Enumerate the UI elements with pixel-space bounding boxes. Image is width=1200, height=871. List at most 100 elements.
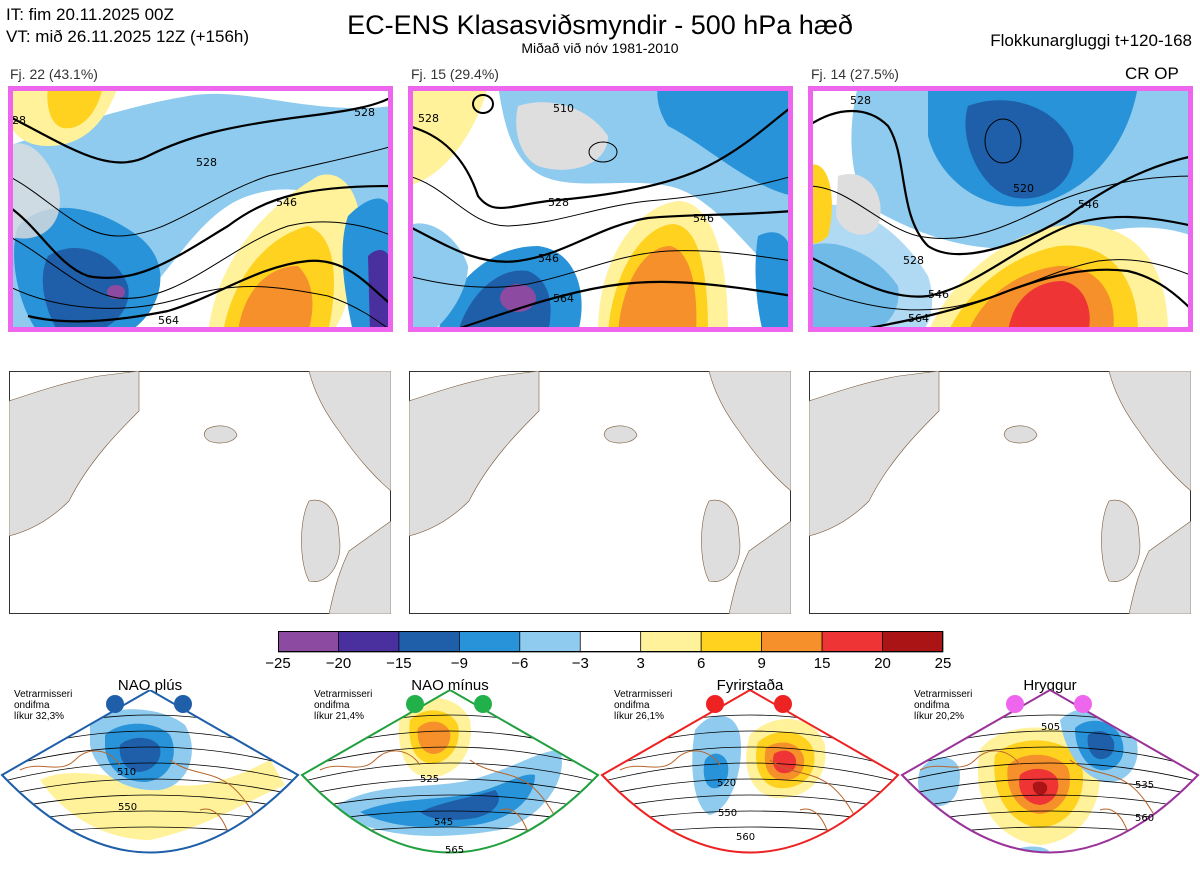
regime-map: 510 550 [0, 690, 300, 854]
regime-info-line: ondifma [14, 700, 50, 711]
regime-contour [2, 778, 298, 797]
regime-contour [2, 746, 298, 769]
colorbar-tick-label: 9 [757, 655, 766, 672]
contour-thin-a [408, 175, 793, 227]
empty-map-3 [809, 371, 1191, 614]
regime-contour [302, 746, 598, 769]
colorbar-tick-label: 15 [813, 655, 831, 672]
anomaly-pos-core [1008, 281, 1090, 332]
colorbar-tick-label: 6 [697, 655, 706, 672]
contour-label: 528 [903, 254, 924, 267]
regime-marker-dot [406, 695, 424, 713]
contour-label: 546 [693, 212, 714, 225]
colorbar-swatch [398, 631, 460, 653]
regime-name: Fyrirstaða [716, 677, 784, 694]
contour-label: 528 [196, 156, 217, 169]
cluster-map-2: 528 510 528 546 546 564 [408, 86, 793, 332]
contour-label: 528 [850, 94, 871, 107]
britain-land [301, 499, 341, 582]
europe-land [328, 520, 391, 614]
regime-info: Vetrarmisseri ondifma líkur 26,1% [614, 689, 672, 722]
iceland-land [203, 425, 238, 444]
regime-marker-dot [1074, 695, 1092, 713]
scandinavia-land [1108, 371, 1191, 492]
anomaly-neg-core [107, 285, 125, 299]
regime-info-line: Vetrarmisseri [14, 689, 73, 700]
colorbar-tick-label: −3 [571, 655, 589, 672]
contour-low-center [984, 118, 1022, 164]
contour-546 [808, 215, 1193, 298]
contour-label: 564 [158, 314, 179, 327]
anomaly-pos-left [808, 164, 832, 244]
regime-name: NAO plús [117, 677, 183, 694]
colorbar-tick-label: 20 [874, 655, 891, 672]
regime-info-line: líkur 32,3% [14, 711, 65, 722]
colorbar-swatch [278, 631, 339, 653]
colorbar-swatch [579, 631, 642, 653]
colorbar-swatch [640, 631, 702, 653]
anomaly-neg-strong [42, 247, 129, 332]
regime-info: Vetrarmisseri ondifma líkur 20,2% [914, 689, 972, 722]
regime-anomaly [417, 721, 451, 754]
regime-map: 505 535 560 [900, 690, 1200, 854]
colorbar-swatch [338, 631, 400, 653]
greenland-land [8, 143, 60, 239]
regime-marker-dot [1006, 695, 1024, 713]
europe-land [1128, 520, 1191, 614]
control-operational-tag: CR OP [1125, 64, 1179, 83]
cluster-label-1: Fj. 22 (43.1%) [10, 66, 98, 82]
regime-contour [302, 762, 598, 783]
regime-contour [302, 778, 598, 797]
regime-anomaly [918, 757, 960, 807]
regime-contour [602, 746, 898, 769]
regime-contour-label: 520 [717, 778, 736, 789]
regime-anomaly [1087, 730, 1115, 760]
contour-564 [27, 259, 393, 323]
colorbar [278, 631, 944, 653]
colorbar-swatch [821, 631, 883, 653]
contour-thin-c [8, 285, 393, 332]
scandinavia-land [308, 371, 391, 492]
empty-map-1 [9, 371, 391, 614]
regime-info-line: Vetrarmisseri [314, 689, 373, 700]
contour-label: 510 [553, 102, 574, 115]
regime-contour-label: 545 [434, 817, 453, 828]
regime-contour [2, 762, 298, 783]
anomaly-neg-right-core [368, 250, 393, 332]
colorbar-tick-label: −9 [450, 655, 468, 672]
regime-border [900, 690, 1200, 854]
regime-info-line: Vetrarmisseri [914, 689, 973, 700]
regime-contour [902, 746, 1198, 769]
colorbar-swatch [761, 631, 823, 653]
regime-marker-dot [174, 695, 192, 713]
contour-label: 528 [418, 112, 439, 125]
contour-528-a [408, 105, 793, 209]
contour-label: 546 [1078, 198, 1099, 211]
greenland-land [809, 371, 940, 537]
regime-info-line: líkur 20,2% [914, 711, 965, 722]
regime-contour-label: 560 [736, 832, 755, 843]
contour-label: 28 [12, 114, 26, 127]
regime-info-line: ondifma [314, 700, 350, 711]
regime-contour [302, 794, 598, 811]
anomaly-pos-topleft-core [47, 86, 103, 129]
page-subtitle: Miðað við nóv 1981-2010 [521, 40, 679, 56]
britain-land [701, 499, 741, 582]
anomaly-pos-strong [618, 246, 697, 332]
regime-contour [602, 762, 898, 783]
contour-564 [447, 280, 793, 332]
greenland-land [516, 102, 608, 170]
contour-546 [408, 209, 793, 263]
regime-marker-dot [106, 695, 124, 713]
regime-anomaly [1032, 781, 1048, 795]
iceland-land [603, 425, 638, 444]
regime-map: 525 545 565 [300, 690, 600, 856]
contour-thin-a [808, 175, 1193, 240]
regime-contour [602, 778, 898, 797]
contour-low-top [472, 94, 494, 114]
page-title: EC-ENS Klasasviðsmyndir - 500 hPa hæð [347, 10, 853, 40]
colorbar-tick-label: −20 [325, 655, 352, 672]
regime-contour-label: 535 [1135, 780, 1154, 791]
regime-contour-label: 550 [118, 802, 137, 813]
colorbar-swatch [700, 631, 762, 653]
